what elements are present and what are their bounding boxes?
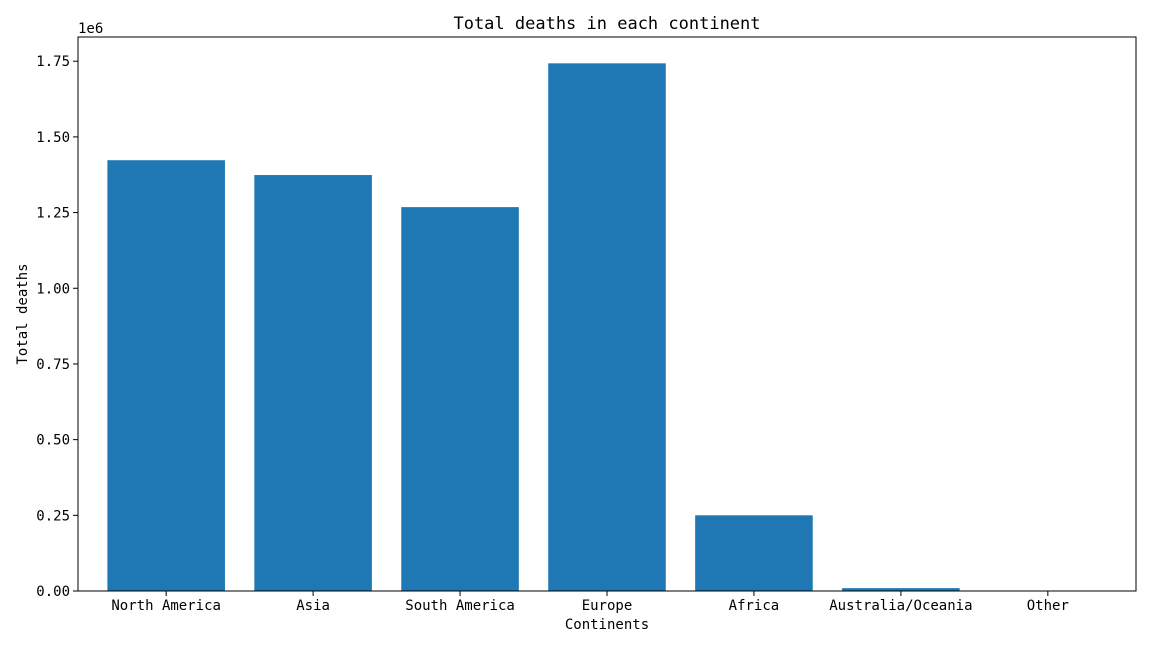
y-tick-label: 1.00 — [36, 281, 70, 297]
y-offset-label: 1e6 — [78, 21, 103, 37]
x-axis-label: Continents — [565, 617, 649, 633]
x-tick-label: Australia/Oceania — [829, 598, 972, 614]
x-tick-label: South America — [405, 598, 515, 614]
y-tick-label: 0.00 — [36, 584, 70, 600]
plot-frame — [77, 36, 1137, 592]
chart-title: Total deaths in each continent — [453, 14, 760, 34]
y-tick-label: 0.75 — [36, 357, 70, 373]
x-tick-label: North America — [111, 598, 221, 614]
y-axis-label: Total deaths — [15, 263, 31, 364]
x-tick-label: Africa — [729, 598, 780, 614]
y-ticks-group: 0.00 0.25 0.50 0.75 1.00 1.25 1.50 1.75 — [36, 54, 78, 600]
x-tick-label: Other — [1027, 598, 1069, 614]
y-tick-label: 0.50 — [36, 433, 70, 449]
bar — [842, 588, 960, 591]
y-tick-label: 0.25 — [36, 508, 70, 524]
x-tick-label: Europe — [582, 598, 633, 614]
y-tick-label: 1.50 — [36, 130, 70, 146]
x-tick-label: Asia — [296, 598, 330, 614]
y-tick-label: 1.75 — [36, 54, 70, 70]
bar — [548, 63, 666, 591]
bar — [107, 160, 225, 591]
y-tick-label: 1.25 — [36, 206, 70, 222]
bar — [695, 515, 813, 591]
bar — [254, 175, 372, 591]
x-ticks-group: North America Asia South America Europe Afri… — [111, 591, 1069, 614]
bar — [401, 207, 519, 592]
bars-group — [107, 63, 960, 592]
